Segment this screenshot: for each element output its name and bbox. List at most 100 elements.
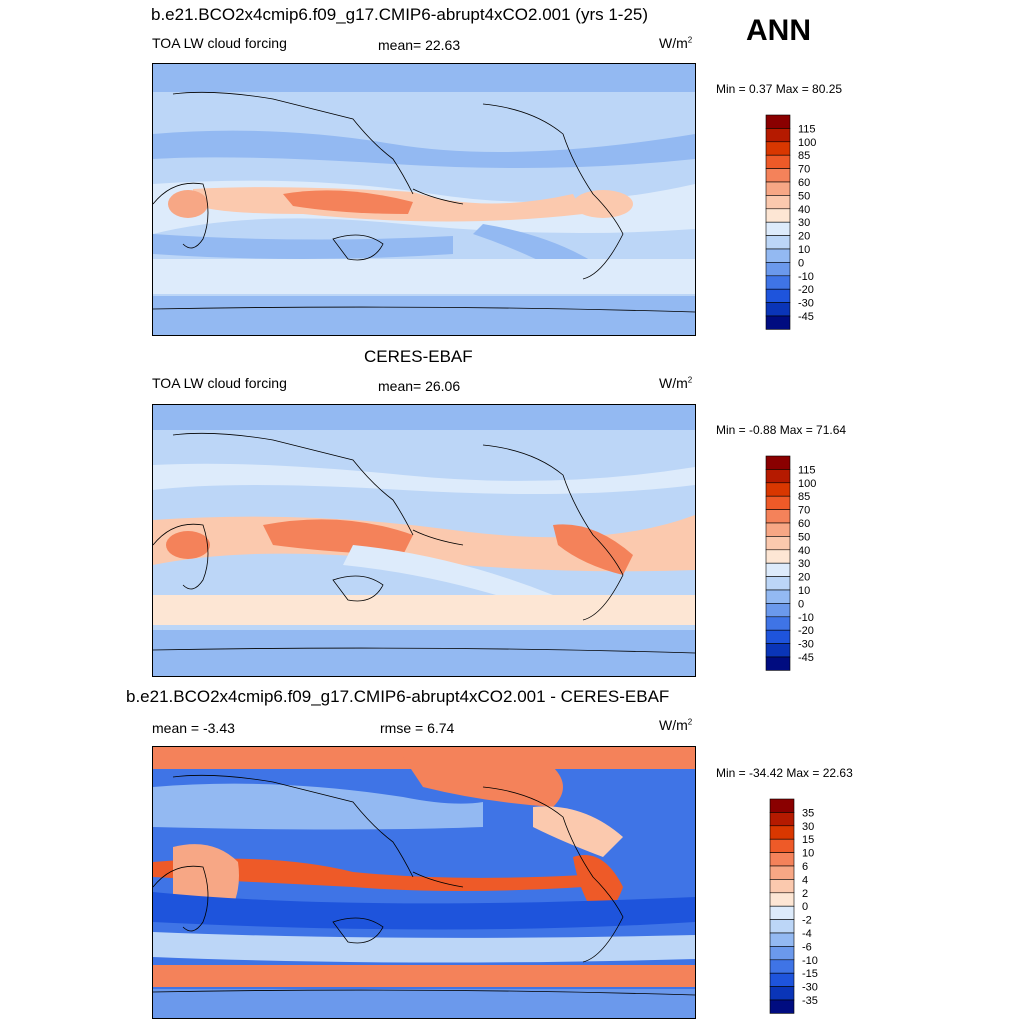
- panel-1-variable-label: TOA LW cloud forcing: [152, 35, 287, 51]
- colorbar-swatch: [765, 302, 791, 317]
- colorbar-swatch: [765, 315, 791, 330]
- colorbar-swatch: [769, 825, 795, 840]
- colorbar-tick-label: -30: [802, 982, 818, 994]
- panel-2-map-graphic: [153, 405, 695, 676]
- colorbar-swatch: [765, 589, 791, 604]
- colorbar-tick-label: 0: [802, 901, 808, 913]
- panel-1-map: [152, 63, 696, 336]
- colorbar-tick-label: 85: [798, 150, 810, 162]
- colorbar-tick-label: -15: [802, 968, 818, 980]
- colorbar-swatch: [769, 892, 795, 907]
- colorbar-tick-label: 6: [802, 861, 808, 873]
- colorbar-swatch: [765, 168, 791, 183]
- colorbar-tick-label: 100: [798, 137, 816, 149]
- panel-3-rmse-label: rmse = 6.74: [380, 720, 455, 736]
- colorbar-tick-label: -30: [798, 639, 814, 651]
- colorbar-swatch: [765, 128, 791, 143]
- panel-3-map-graphic: [153, 747, 695, 1018]
- colorbar-tick-label: 20: [798, 572, 810, 584]
- panel-2-variable-label: TOA LW cloud forcing: [152, 375, 287, 391]
- panel-2-title: CERES-EBAF: [364, 347, 473, 366]
- colorbar-swatch: [765, 643, 791, 658]
- colorbar-tick-label: -2: [802, 915, 812, 927]
- colorbar-tick-label: 35: [802, 807, 814, 819]
- colorbar-tick-label: 60: [798, 177, 810, 189]
- colorbar-tick-label: -6: [802, 941, 812, 953]
- colorbar-tick-label: 30: [802, 821, 814, 833]
- colorbar-tick-label: -35: [802, 995, 818, 1007]
- colorbar-swatch: [765, 181, 791, 196]
- colorbar-swatch: [769, 919, 795, 934]
- panel-1-colorbar: 115 100 85 70 60 50 40 30 20 10 0 -10 -20 -30 -45: [765, 114, 846, 331]
- colorbar-swatch: [765, 576, 791, 591]
- colorbar-swatch: [765, 509, 791, 524]
- panel-2-colorbar-swatches: [765, 455, 791, 671]
- colorbar-tick-label: 10: [798, 585, 810, 597]
- colorbar-tick-label: 50: [798, 531, 810, 543]
- panel-3-colorbar-swatches: [769, 798, 795, 1014]
- colorbar-tick-label: -20: [798, 284, 814, 296]
- colorbar-swatch: [765, 469, 791, 484]
- colorbar-swatch: [765, 603, 791, 618]
- colorbar-tick-label: 115: [798, 464, 816, 476]
- panel-3-colorbar: 35 30 15 10 6 4 2 0 -2 -4 -6 -10 -15 -30 -35: [769, 798, 850, 1015]
- colorbar-tick-label: 4: [802, 874, 808, 886]
- colorbar-swatch: [765, 656, 791, 671]
- colorbar-tick-label: -10: [798, 612, 814, 624]
- colorbar-swatch: [769, 798, 795, 813]
- colorbar-swatch: [769, 959, 795, 974]
- colorbar-tick-label: 100: [798, 478, 816, 490]
- panel-1-mean-label: mean= 22.63: [378, 37, 461, 53]
- panel-1-units: W/m2: [659, 35, 693, 51]
- panel-3-minmax: Min = -34.42 Max = 22.63: [716, 766, 853, 780]
- colorbar-tick-label: 20: [798, 231, 810, 243]
- colorbar-swatch: [765, 522, 791, 537]
- colorbar-swatch: [765, 536, 791, 551]
- season-label: ANN: [746, 14, 811, 47]
- panel-1-map-graphic: [153, 64, 695, 335]
- colorbar-tick-label: 40: [798, 204, 810, 216]
- colorbar-swatch: [769, 972, 795, 987]
- panel-2-units: W/m2: [659, 375, 693, 391]
- panel-2-minmax: Min = -0.88 Max = 71.64: [716, 423, 847, 437]
- colorbar-swatch: [765, 154, 791, 169]
- colorbar-tick-label: 50: [798, 190, 810, 202]
- colorbar-swatch: [765, 495, 791, 510]
- colorbar-tick-label: 70: [798, 505, 810, 517]
- colorbar-swatch: [765, 235, 791, 250]
- panel-1-colorbar-swatches: [765, 114, 791, 330]
- colorbar-swatch: [765, 262, 791, 277]
- colorbar-swatch: [765, 248, 791, 263]
- colorbar-tick-label: 85: [798, 491, 810, 503]
- colorbar-tick-label: 30: [798, 217, 810, 229]
- colorbar-swatch: [765, 455, 791, 470]
- colorbar-swatch: [769, 879, 795, 894]
- colorbar-tick-label: -45: [798, 311, 814, 323]
- panel-3-title: b.e21.BCO2x4cmip6.f09_g17.CMIP6-abrupt4x…: [126, 687, 670, 706]
- colorbar-swatch: [769, 812, 795, 827]
- colorbar-swatch: [769, 946, 795, 961]
- colorbar-tick-label: 10: [802, 848, 814, 860]
- colorbar-swatch: [765, 549, 791, 564]
- colorbar-swatch: [769, 999, 795, 1014]
- colorbar-tick-label: -10: [798, 271, 814, 283]
- colorbar-tick-label: -30: [798, 298, 814, 310]
- colorbar-swatch: [765, 629, 791, 644]
- colorbar-swatch: [769, 986, 795, 1001]
- colorbar-tick-label: -45: [798, 652, 814, 664]
- colorbar-tick-label: -10: [802, 955, 818, 967]
- colorbar-tick-label: 15: [802, 834, 814, 846]
- colorbar-swatch: [765, 275, 791, 290]
- colorbar-swatch: [769, 865, 795, 880]
- colorbar-swatch: [769, 838, 795, 853]
- colorbar-swatch: [765, 208, 791, 223]
- colorbar-swatch: [765, 562, 791, 577]
- colorbar-swatch: [765, 141, 791, 156]
- colorbar-swatch: [765, 482, 791, 497]
- panel-2-colorbar: 115 100 85 70 60 50 40 30 20 10 0 -10 -20 -30 -45: [765, 455, 846, 672]
- colorbar-swatch: [769, 932, 795, 947]
- panel-3-mean-label: mean = -3.43: [152, 720, 235, 736]
- colorbar-tick-label: 30: [798, 558, 810, 570]
- colorbar-swatch: [765, 221, 791, 236]
